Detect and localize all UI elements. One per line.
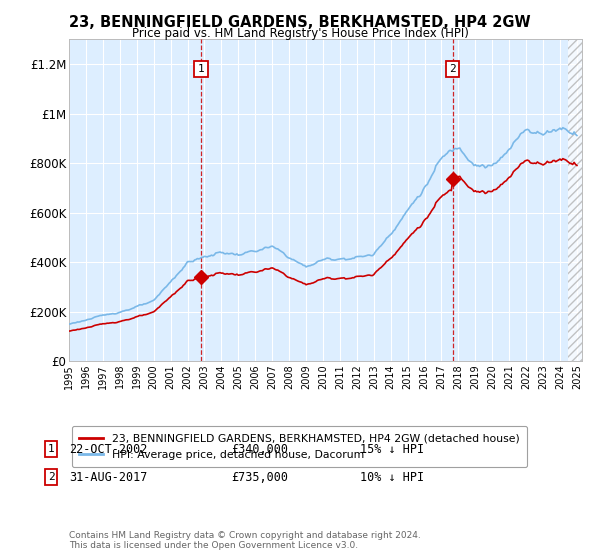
Text: 15% ↓ HPI: 15% ↓ HPI (360, 442, 424, 456)
Text: 1: 1 (197, 64, 205, 74)
Text: 22-OCT-2002: 22-OCT-2002 (69, 442, 148, 456)
Legend: 23, BENNINGFIELD GARDENS, BERKHAMSTED, HP4 2GW (detached house), HPI: Average pr: 23, BENNINGFIELD GARDENS, BERKHAMSTED, H… (72, 426, 527, 467)
Text: 2: 2 (47, 472, 55, 482)
Text: Price paid vs. HM Land Registry's House Price Index (HPI): Price paid vs. HM Land Registry's House … (131, 27, 469, 40)
Text: 10% ↓ HPI: 10% ↓ HPI (360, 470, 424, 484)
Bar (69, 39, 568, 361)
Text: 31-AUG-2017: 31-AUG-2017 (69, 470, 148, 484)
Text: £340,000: £340,000 (231, 442, 288, 456)
Text: Contains HM Land Registry data © Crown copyright and database right 2024.
This d: Contains HM Land Registry data © Crown c… (69, 530, 421, 550)
Text: £735,000: £735,000 (231, 470, 288, 484)
Text: 23, BENNINGFIELD GARDENS, BERKHAMSTED, HP4 2GW: 23, BENNINGFIELD GARDENS, BERKHAMSTED, H… (69, 15, 531, 30)
Text: 2: 2 (449, 64, 456, 74)
Bar (568, 39, 590, 361)
Text: 1: 1 (47, 444, 55, 454)
